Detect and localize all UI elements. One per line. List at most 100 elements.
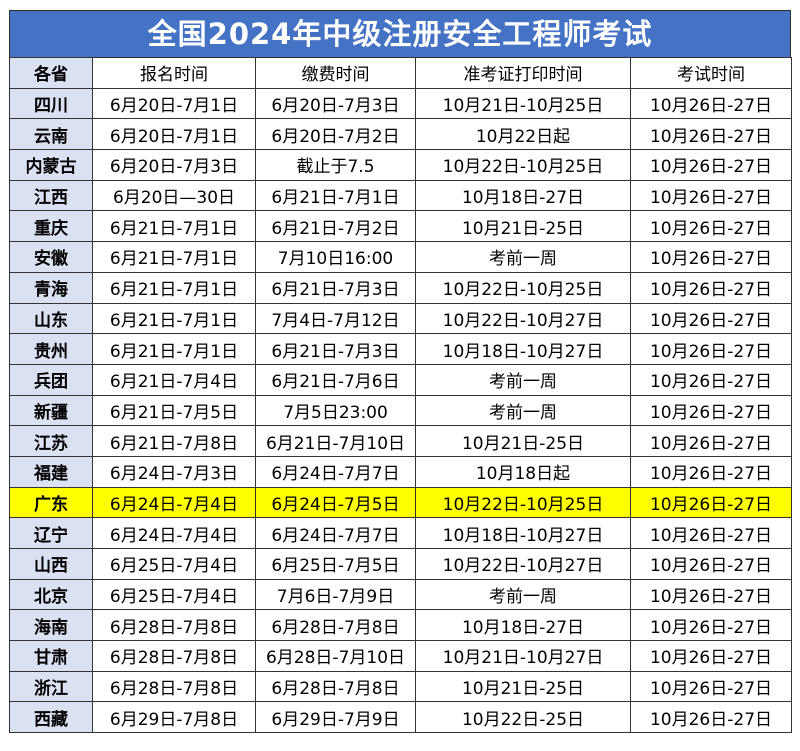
table-row: 山西 6月25日-7月4日 6月25日-7月5日 10月22日-10月27日 10月26…	[9, 548, 792, 580]
schedule-table: 各省 报名时间 缴费时间 准考证打印时间 考试时间 四川 6月20日-7月1日 6月…	[9, 57, 792, 734]
cell-payment-time: 6月24日-7月7日	[255, 517, 416, 549]
cell-province: 四川	[9, 87, 93, 120]
table-row: 山东 6月21日-7月1日 7月4日-7月12日 10月22日-10月27日 10月26…	[9, 302, 792, 335]
table-row: 辽宁 6月24日-7月4日 6月24日-7月7日 10月18日-10月27日 10月26…	[9, 517, 792, 549]
cell-payment-time: 6月28日-7月10日	[255, 640, 416, 672]
cell-payment-time: 6月20日-7月2日	[255, 118, 416, 151]
cell-exam-time: 10月26日-27日	[630, 670, 792, 703]
cell-admission-ticket-time: 10月18日起	[415, 455, 631, 488]
table-row: 西藏 6月29日-7月8日 6月29日-7月9日 10月22日-25日 10月26日-2…	[9, 701, 792, 734]
cell-payment-time: 6月21日-7月6日	[255, 363, 416, 396]
cell-admission-ticket-time: 考前一周	[415, 394, 631, 427]
table-row: 海南 6月28日-7月8日 6月28日-7月8日 10月18日-27日 10月26日-2…	[9, 609, 792, 642]
cell-exam-time: 10月26日-27日	[630, 425, 792, 457]
cell-exam-time: 10月26日-27日	[630, 149, 792, 181]
cell-province: 新疆	[9, 394, 93, 427]
cell-province: 山西	[9, 548, 93, 580]
cell-admission-ticket-time: 10月18日-27日	[415, 179, 631, 212]
cell-payment-time: 6月28日-7月8日	[255, 609, 416, 642]
table-row: 江西 6月20日—30日 6月21日-7月1日 10月18日-27日 10月26日-27…	[9, 179, 792, 212]
table-title: 全国2024年中级注册安全工程师考试	[9, 10, 791, 57]
cell-registration-time: 6月21日-7月1日	[92, 271, 256, 304]
cell-payment-time: 6月21日-7月1日	[255, 179, 416, 212]
cell-province: 贵州	[9, 333, 93, 365]
table-row: 四川 6月20日-7月1日 6月20日-7月3日 10月21日-10月25日 10月26…	[9, 87, 792, 120]
cell-exam-time: 10月26日-27日	[630, 302, 792, 335]
table-row: 内蒙古 6月20日-7月3日 截止于7.5 10月22日-10月25日 10月26日-2…	[9, 149, 792, 181]
cell-registration-time: 6月20日-7月3日	[92, 149, 256, 181]
cell-registration-time: 6月25日-7月4日	[92, 578, 256, 611]
cell-registration-time: 6月20日-7月1日	[92, 118, 256, 151]
cell-registration-time: 6月21日-7月5日	[92, 394, 256, 427]
cell-registration-time: 6月21日-7月1日	[92, 210, 256, 243]
cell-province: 内蒙古	[9, 149, 93, 181]
cell-registration-time: 6月29日-7月8日	[92, 701, 256, 734]
cell-province: 江苏	[9, 425, 93, 457]
cell-admission-ticket-time: 10月22日-25日	[415, 701, 631, 734]
table-row: 安徽 6月21日-7月1日 7月10日16:00 考前一周 10月26日-27日	[9, 241, 792, 273]
cell-province: 重庆	[9, 210, 93, 243]
cell-exam-time: 10月26日-27日	[630, 548, 792, 580]
cell-exam-time: 10月26日-27日	[630, 486, 792, 519]
table-row: 福建 6月24日-7月3日 6月24日-7月7日 10月18日起 10月26日-27日	[9, 455, 792, 488]
cell-admission-ticket-time: 10月22日-10月27日	[415, 548, 631, 580]
table-row: 贵州 6月21日-7月1日 6月21日-7月3日 10月18日-10月27日 10月26…	[9, 333, 792, 365]
cell-admission-ticket-time: 考前一周	[415, 578, 631, 611]
cell-payment-time: 6月21日-7月10日	[255, 425, 416, 457]
cell-province: 福建	[9, 455, 93, 488]
cell-province: 浙江	[9, 670, 93, 703]
cell-province: 海南	[9, 609, 93, 642]
cell-payment-time: 7月6日-7月9日	[255, 578, 416, 611]
cell-exam-time: 10月26日-27日	[630, 333, 792, 365]
cell-registration-time: 6月21日-7月8日	[92, 425, 256, 457]
column-header-exam-date: 考试时间	[630, 57, 792, 89]
cell-exam-time: 10月26日-27日	[630, 271, 792, 304]
cell-exam-time: 10月26日-27日	[630, 87, 792, 120]
cell-admission-ticket-time: 10月21日-25日	[415, 425, 631, 457]
cell-province: 安徽	[9, 241, 93, 273]
cell-exam-time: 10月26日-27日	[630, 455, 792, 488]
cell-registration-time: 6月21日-7月1日	[92, 333, 256, 365]
cell-province: 兵团	[9, 363, 93, 396]
table-row: 甘肃 6月28日-7月8日 6月28日-7月10日 10月21日-10月27日 10月2…	[9, 640, 792, 672]
cell-province: 北京	[9, 578, 93, 611]
table-row: 兵团 6月21日-7月4日 6月21日-7月6日 考前一周 10月26日-27日	[9, 363, 792, 396]
cell-registration-time: 6月21日-7月4日	[92, 363, 256, 396]
cell-admission-ticket-time: 10月18日-10月27日	[415, 333, 631, 365]
column-header-province: 各省	[9, 57, 93, 89]
cell-exam-time: 10月26日-27日	[630, 701, 792, 734]
cell-admission-ticket-time: 10月21日-10月27日	[415, 640, 631, 672]
cell-admission-ticket-time: 10月21日-25日	[415, 670, 631, 703]
cell-province: 云南	[9, 118, 93, 151]
cell-payment-time: 7月4日-7月12日	[255, 302, 416, 335]
column-header-registration: 报名时间	[92, 57, 256, 89]
cell-province: 江西	[9, 179, 93, 212]
cell-payment-time: 6月21日-7月3日	[255, 271, 416, 304]
cell-admission-ticket-time: 10月22日起	[415, 118, 631, 151]
cell-registration-time: 6月28日-7月8日	[92, 640, 256, 672]
table-row: 广东 6月24日-7月4日 6月24日-7月5日 10月22日-10月25日 10月26…	[9, 486, 792, 519]
cell-admission-ticket-time: 10月21日-25日	[415, 210, 631, 243]
cell-exam-time: 10月26日-27日	[630, 394, 792, 427]
cell-exam-time: 10月26日-27日	[630, 210, 792, 243]
cell-exam-time: 10月26日-27日	[630, 363, 792, 396]
cell-payment-time: 6月28日-7月8日	[255, 670, 416, 703]
cell-province: 西藏	[9, 701, 93, 734]
table-row: 浙江 6月28日-7月8日 6月28日-7月8日 10月21日-25日 10月26日-2…	[9, 670, 792, 703]
cell-payment-time: 6月21日-7月2日	[255, 210, 416, 243]
cell-exam-time: 10月26日-27日	[630, 640, 792, 672]
cell-exam-time: 10月26日-27日	[630, 578, 792, 611]
cell-province: 辽宁	[9, 517, 93, 549]
cell-admission-ticket-time: 10月18日-27日	[415, 609, 631, 642]
cell-admission-ticket-time: 考前一周	[415, 241, 631, 273]
column-header-admission-ticket: 准考证打印时间	[415, 57, 631, 89]
cell-payment-time: 截止于7.5	[255, 149, 416, 181]
exam-schedule: 全国2024年中级注册安全工程师考试 各省 报名时间 缴费时间 准考证打印时间 …	[9, 10, 792, 734]
table-row: 新疆 6月21日-7月5日 7月5日23:00 考前一周 10月26日-27日	[9, 394, 792, 427]
table-row: 重庆 6月21日-7月1日 6月21日-7月2日 10月21日-25日 10月26日-2…	[9, 210, 792, 243]
cell-payment-time: 6月25日-7月5日	[255, 548, 416, 580]
cell-province: 山东	[9, 302, 93, 335]
cell-exam-time: 10月26日-27日	[630, 517, 792, 549]
cell-admission-ticket-time: 考前一周	[415, 363, 631, 396]
cell-payment-time: 6月21日-7月3日	[255, 333, 416, 365]
